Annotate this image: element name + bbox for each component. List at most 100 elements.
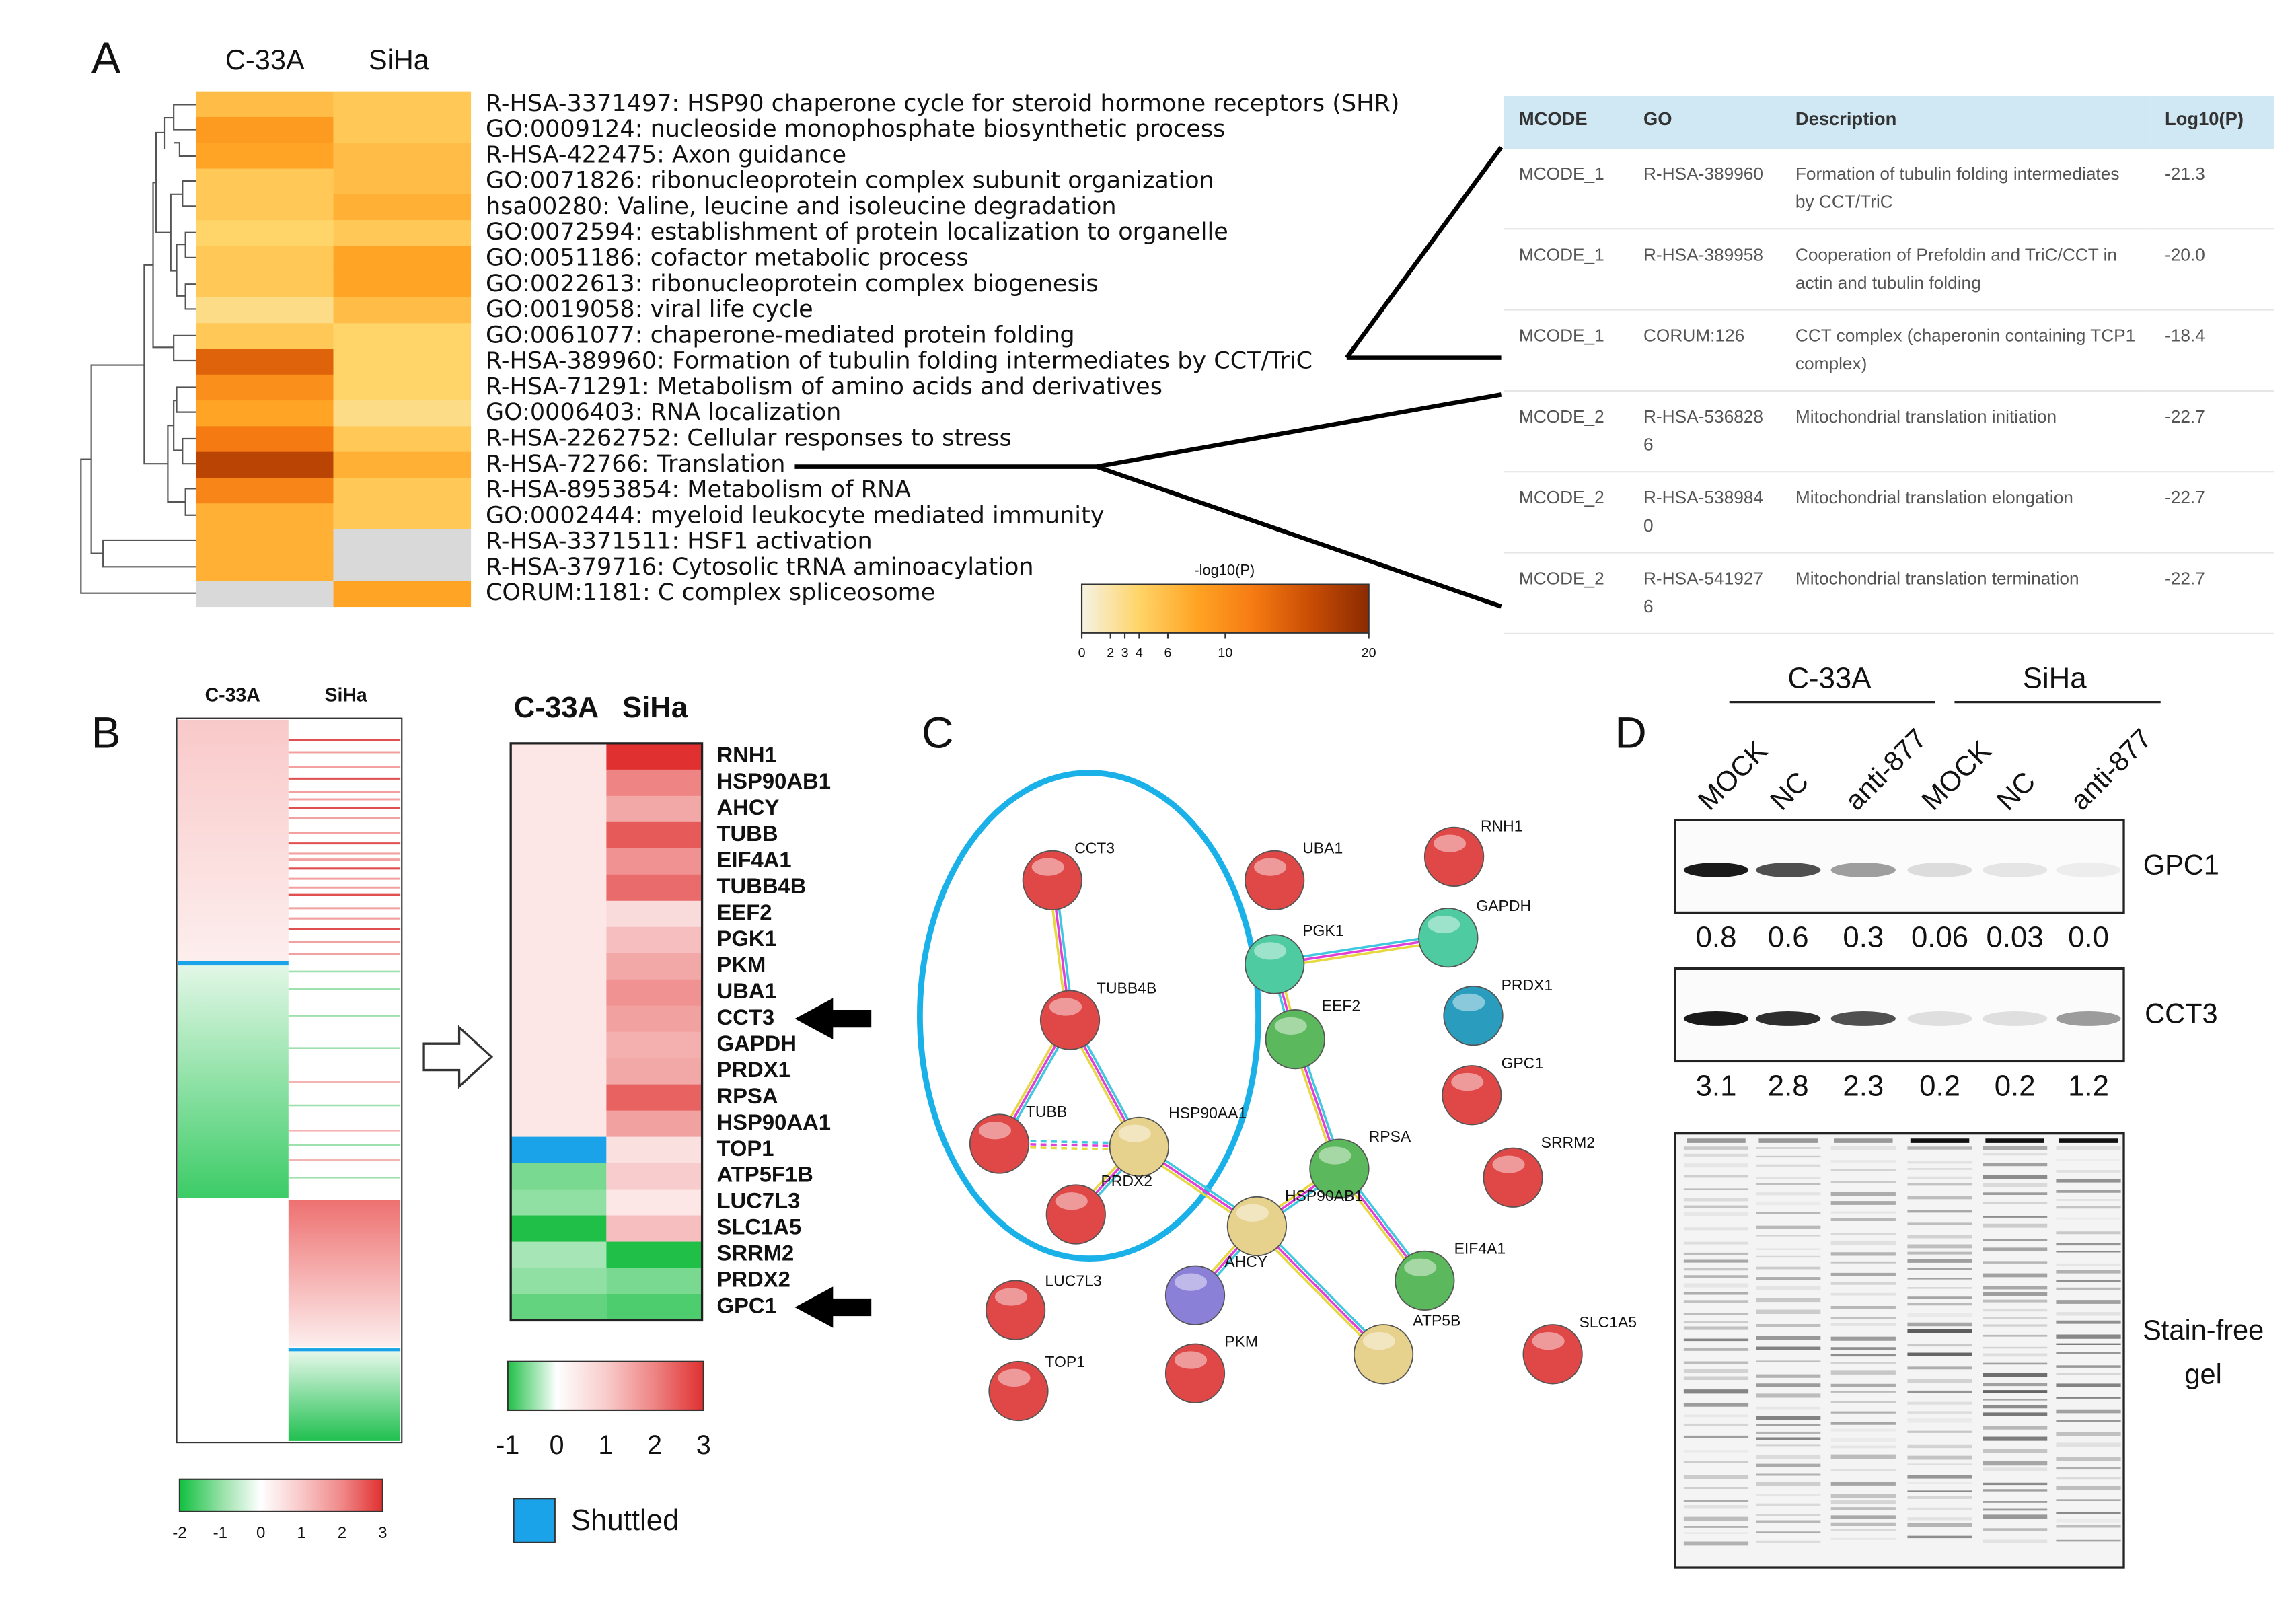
node-highlight	[1118, 1124, 1151, 1142]
heatmap-cell	[195, 246, 334, 272]
colorbar-tick-label: 4	[1136, 646, 1143, 661]
table-cell: MCODE_2	[1504, 390, 1629, 473]
column-label: SiHa	[369, 44, 430, 75]
heatmap-cell	[606, 1163, 702, 1190]
heatmap-cell	[195, 477, 334, 504]
colorbar-tick-label: -1	[496, 1430, 519, 1460]
term-label: R-HSA-72766: Translation	[486, 451, 785, 478]
heatmap-cell	[606, 795, 702, 823]
colorbar-tick-label: 0	[550, 1430, 564, 1460]
heatmap-cell	[511, 848, 607, 875]
term-label: GO:0009124: nucleoside monophosphate bio…	[486, 116, 1225, 143]
gene-label: RPSA	[716, 1083, 778, 1108]
table-row: MCODE_1 R-HSA-389960 Formation of tubulin …	[1504, 148, 2274, 230]
term-label: R-HSA-422475: Axon guidance	[486, 141, 846, 168]
term-label: GO:0019058: viral life cycle	[486, 296, 813, 323]
gene-label: TUBB	[716, 821, 778, 846]
table-header-cell: GO	[1629, 96, 1781, 149]
heatmap-cell	[606, 1189, 702, 1216]
table-cell: CORUM:126	[1629, 309, 1781, 392]
heatmap-cell	[511, 1110, 607, 1138]
band-value: 0.2	[1919, 1069, 1960, 1102]
heatmap-cell	[606, 1005, 702, 1033]
table-cell: Mitochondrial translation initiation	[1780, 390, 2151, 473]
blot-band	[1683, 863, 1749, 877]
node-highlight	[1362, 1331, 1396, 1350]
colorbar-tick-label: 1	[598, 1430, 613, 1460]
node-label: PKM	[1224, 1332, 1258, 1350]
heatmap-cell	[511, 1294, 607, 1321]
node-highlight	[1319, 1146, 1351, 1165]
table-cell: MCODE_1	[1504, 229, 1629, 311]
node-highlight	[978, 1122, 1012, 1140]
heatmap-cell	[511, 743, 607, 770]
table-cell: CCT complex (chaperonin containing TCP1 …	[1780, 309, 2151, 392]
term-label: R-HSA-379716: Cytosolic tRNA aminoacylat…	[486, 554, 1034, 581]
table-cell: MCODE_2	[1504, 472, 1629, 554]
node-highlight	[994, 1288, 1028, 1306]
colorbar-title: -log10(P)	[1194, 562, 1255, 579]
table-header-cell: Log10(P)	[2150, 96, 2274, 149]
table-header-cell: MCODE	[1504, 96, 1629, 149]
node-label: RPSA	[1369, 1128, 1411, 1145]
heatmap-cell	[511, 1189, 607, 1216]
heatmap-cell	[333, 426, 472, 453]
dendrogram	[80, 104, 196, 594]
band-value: 0.06	[1911, 920, 1968, 953]
heatmap-cell	[333, 529, 472, 556]
node-label: SLC1A5	[1580, 1313, 1637, 1331]
heatmap-cell	[606, 821, 702, 849]
table-cell: -22.7	[2150, 552, 2274, 634]
node-highlight	[1174, 1351, 1208, 1369]
network-node	[1522, 1324, 1583, 1385]
colorbar	[178, 1478, 383, 1512]
term-label: GO:0002444: myeloid leukocyte mediated i…	[486, 502, 1104, 529]
gene-label: GAPDH	[716, 1031, 796, 1056]
network-node	[1483, 1147, 1543, 1208]
table-cell: R-HSA-5419276	[1629, 552, 1781, 634]
heatmap-cell	[333, 349, 472, 375]
network-node	[1245, 850, 1305, 910]
heatmap-cell	[195, 220, 334, 247]
band-value: 0.2	[1995, 1069, 2036, 1102]
node-highlight	[1532, 1331, 1565, 1350]
node-label: PGK1	[1302, 922, 1343, 939]
colorbar-tick-label: 3	[1121, 646, 1129, 661]
blot-band	[2056, 863, 2121, 877]
blot-band	[1907, 863, 1972, 877]
node-highlight	[1274, 1017, 1307, 1035]
node-label: TOP1	[1045, 1353, 1085, 1371]
network-node	[1443, 985, 1504, 1046]
term-label: R-HSA-3371511: HSF1 activation	[486, 528, 873, 555]
table-row: MCODE_1 CORUM:126 CCT complex (chaperonin …	[1504, 309, 2274, 392]
node-label: EEF2	[1322, 997, 1360, 1015]
lane-label: anti-877	[1839, 723, 1932, 816]
node-highlight	[1492, 1155, 1525, 1173]
heatmap-cell	[511, 1005, 607, 1033]
band-value: 0.3	[1843, 920, 1884, 953]
network-node	[1418, 908, 1479, 968]
gene-label: GPC1	[716, 1293, 776, 1318]
column-label: C-33A	[225, 44, 305, 75]
node-label: UBA1	[1302, 839, 1343, 856]
gel-label: gel	[2184, 1358, 2221, 1390]
colorbar-tick-label: 2	[647, 1430, 662, 1460]
group-label: SiHa	[2023, 661, 2087, 694]
table-row: MCODE_2 R-HSA-5419276 Mitochondrial transl…	[1504, 552, 2274, 634]
node-highlight	[1451, 1072, 1484, 1091]
heatmap-cell	[511, 1163, 607, 1190]
network-node	[1039, 990, 1101, 1050]
node-label: LUC7L3	[1045, 1272, 1101, 1290]
network-node	[1265, 1009, 1325, 1070]
band-value: 0.6	[1768, 920, 1809, 953]
heatmap-cell	[195, 581, 334, 608]
node-label: ATP5B	[1413, 1312, 1460, 1329]
band-value: 0.8	[1696, 920, 1737, 953]
blot-band	[1830, 1011, 1896, 1026]
band-value: 2.3	[1843, 1069, 1884, 1102]
table-container: MCODE GO Description Log10(P)MCODE_1 R-HSA-3…	[1504, 96, 2274, 634]
heatmap-cell	[606, 926, 702, 954]
heatmap-frame	[509, 742, 704, 1322]
table-cell: -22.7	[2150, 472, 2274, 554]
heatmap-cell	[511, 769, 607, 797]
